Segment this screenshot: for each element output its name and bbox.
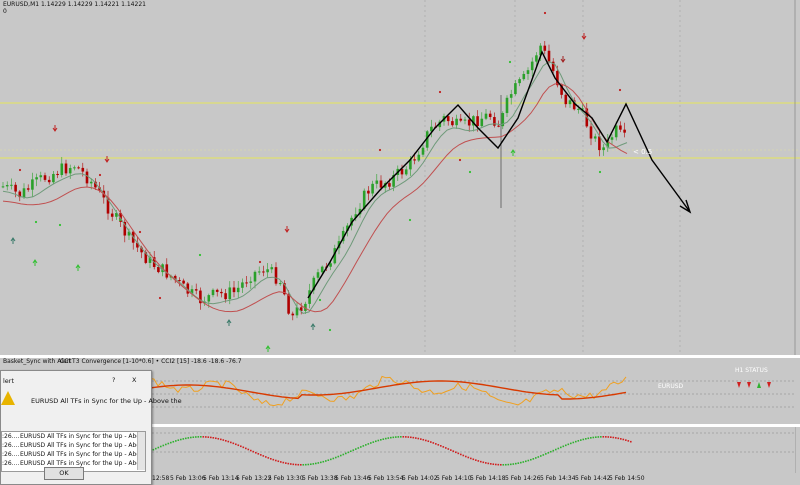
list-item[interactable]: :26....EURUSD All TFs in Sync for the Up… — [2, 460, 146, 467]
list-item[interactable]: :26....EURUSD All TFs in Sync for the Up… — [2, 442, 146, 449]
time-label: 5 Feb 14:10 — [436, 475, 472, 482]
time-label: 5 Feb 13:06 — [170, 475, 206, 482]
time-label: 5 Feb 13:54 — [368, 475, 404, 482]
indicator1-status-label: H1 STATUS — [735, 367, 768, 374]
time-label: 12:58 — [152, 475, 169, 482]
chart-subtitle: 0 — [3, 8, 7, 15]
time-axis: 12:58 5 Feb 13:065 Feb 13:145 Feb 13:225 … — [152, 475, 645, 482]
cci2-line — [149, 380, 627, 400]
time-label: 5 Feb 14:26 — [505, 475, 541, 482]
time-label: 5 Feb 13:22 — [236, 475, 272, 482]
signal-arrows — [10, 11, 622, 352]
list-item[interactable]: :26....EURUSD All TFs in Sync for the Up… — [2, 451, 146, 458]
warning-icon — [1, 391, 15, 405]
time-label: 5 Feb 13:46 — [335, 475, 371, 482]
time-label: 5 Feb 14:50 — [609, 475, 645, 482]
help-button[interactable]: ? — [112, 376, 116, 384]
indicator1-label: Basket_Sync with Alert — [3, 358, 72, 365]
alert-history-list[interactable]: :26....EURUSD All TFs in Sync for the Up… — [1, 431, 146, 472]
pane-separator-1 — [0, 355, 800, 358]
indicator1-params: CCI T3 Convergence [1-10*0.6] • CCI2 [15… — [60, 358, 242, 365]
time-label: 5 Feb 14:34 — [540, 475, 576, 482]
alert-dialog[interactable]: lert ? X EURUSD All TFs in Sync for the … — [0, 370, 182, 485]
drawn-arrow-head — [679, 199, 692, 214]
time-label: 5 Feb 13:14 — [203, 475, 239, 482]
indicator2-dots — [150, 436, 632, 466]
ma-fast-line — [2, 61, 628, 314]
chart-title: EURUSD,M1 1.14229 1.14229 1.14221 1.1422… — [3, 1, 146, 8]
list-scrollbar[interactable] — [137, 432, 145, 470]
cci-line — [149, 375, 627, 407]
alert-message: EURUSD All TFs in Sync for the Up - Abov… — [31, 397, 182, 405]
main-chart-bg — [0, 0, 800, 355]
vertical-gridlines — [424, 0, 681, 473]
drawn-trend-line[interactable] — [307, 50, 691, 299]
list-item[interactable]: :26....EURUSD All TFs in Sync for the Up… — [2, 433, 146, 440]
ma-slow-line — [2, 83, 628, 313]
time-label: 5 Feb 14:18 — [470, 475, 506, 482]
time-label: 5 Feb 14:42 — [575, 475, 611, 482]
time-label: 5 Feb 13:38 — [302, 475, 338, 482]
alert-dialog-title: lert — [3, 377, 15, 385]
indicator1-symbol-tag: EURUSD — [658, 383, 684, 390]
pane-separator-2 — [0, 424, 800, 427]
price-label: < 0.5 — [633, 148, 652, 156]
time-label: 5 Feb 13:30 — [268, 475, 304, 482]
time-label: 5 Feb 14:02 — [402, 475, 438, 482]
ok-button[interactable]: OK — [44, 467, 84, 480]
time-axis-bg — [0, 473, 800, 483]
close-button[interactable]: X — [132, 376, 137, 384]
status-arrows — [737, 382, 771, 388]
